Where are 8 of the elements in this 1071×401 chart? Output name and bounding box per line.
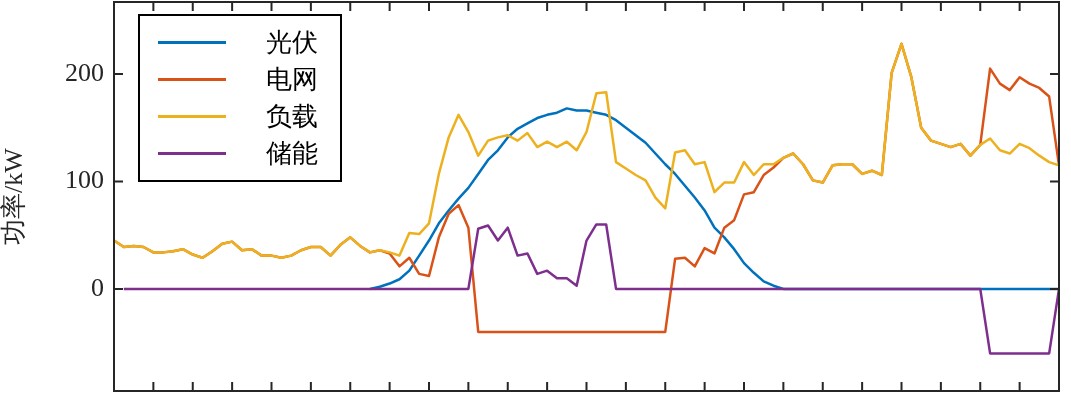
y-tick-label: 200: [65, 57, 104, 87]
legend-label: 光伏: [266, 27, 318, 59]
y-axis-title: 功率/kW: [0, 147, 29, 245]
legend-label: 储能: [266, 138, 318, 170]
legend-label: 电网: [266, 64, 318, 96]
legend-label: 负载: [266, 101, 318, 133]
y-tick-label: 0: [91, 272, 104, 302]
y-tick-label: 100: [65, 165, 104, 195]
